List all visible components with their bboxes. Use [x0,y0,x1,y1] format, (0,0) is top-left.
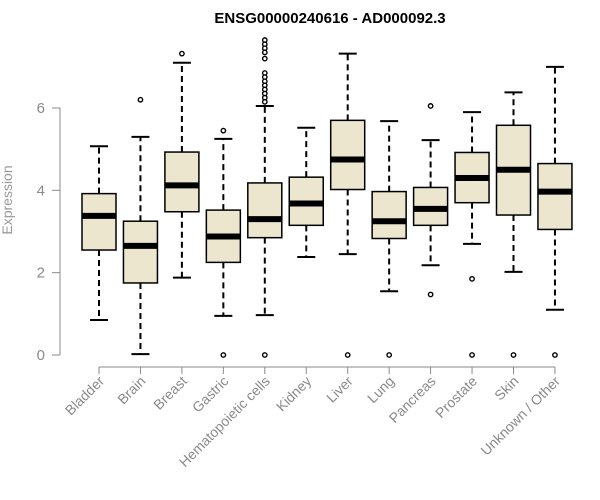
outlier-point [220,127,227,134]
outlier-point [386,352,393,358]
box-bladder [81,145,117,322]
x-tick-label: Bladder [62,373,108,419]
box-gastric [205,127,242,358]
iqr-box [371,190,407,240]
box-brain [122,96,159,356]
y-tick-label: 2 [37,265,45,282]
y-tick-label: 0 [37,347,45,364]
outlier-point [261,55,268,62]
box-pancreas [412,103,449,298]
outlier-point [427,103,434,109]
box-breast [164,50,200,279]
outlier-point [261,49,268,56]
outlier-point [137,96,144,103]
box-liver [329,52,366,358]
iqr-box [122,220,159,284]
outlier-point [261,98,268,105]
outlier-point [178,50,185,57]
iqr-box [81,192,117,251]
outlier-point [510,352,517,358]
x-tick-label: Liver [323,373,356,406]
outlier-point [220,352,227,358]
box-skin [495,91,532,358]
outlier-point [552,352,558,358]
x-tick-label: Brain [114,373,148,407]
outlier-point [469,275,475,282]
x-tick-label: Prostate [432,373,480,421]
y-tick-label: 4 [37,182,45,199]
iqr-box [329,119,366,191]
x-tick-label: Skin [491,373,522,404]
x-tick-label: Unknown / Other [477,373,563,459]
box-kidney [288,126,324,259]
x-tick-label: Kidney [273,373,315,415]
y-tick-label: 6 [37,100,45,117]
iqr-box [247,182,283,239]
iqr-box [537,162,573,231]
box-lung [371,120,407,358]
box-hematopoietic-cells [247,37,283,358]
y-axis-label: Expression [0,165,15,234]
x-tick-label: Lung [364,373,397,406]
box-unknown-other [537,65,573,358]
outlier-point [469,352,475,358]
box-prostate [454,111,490,358]
outlier-point [344,352,351,358]
boxes-group [81,37,573,358]
outlier-point [261,352,268,358]
iqr-box [164,151,200,213]
x-tick-label: Breast [150,373,190,413]
chart-title: ENSG00000240616 - AD000092.3 [214,10,445,27]
outlier-point [427,291,434,298]
